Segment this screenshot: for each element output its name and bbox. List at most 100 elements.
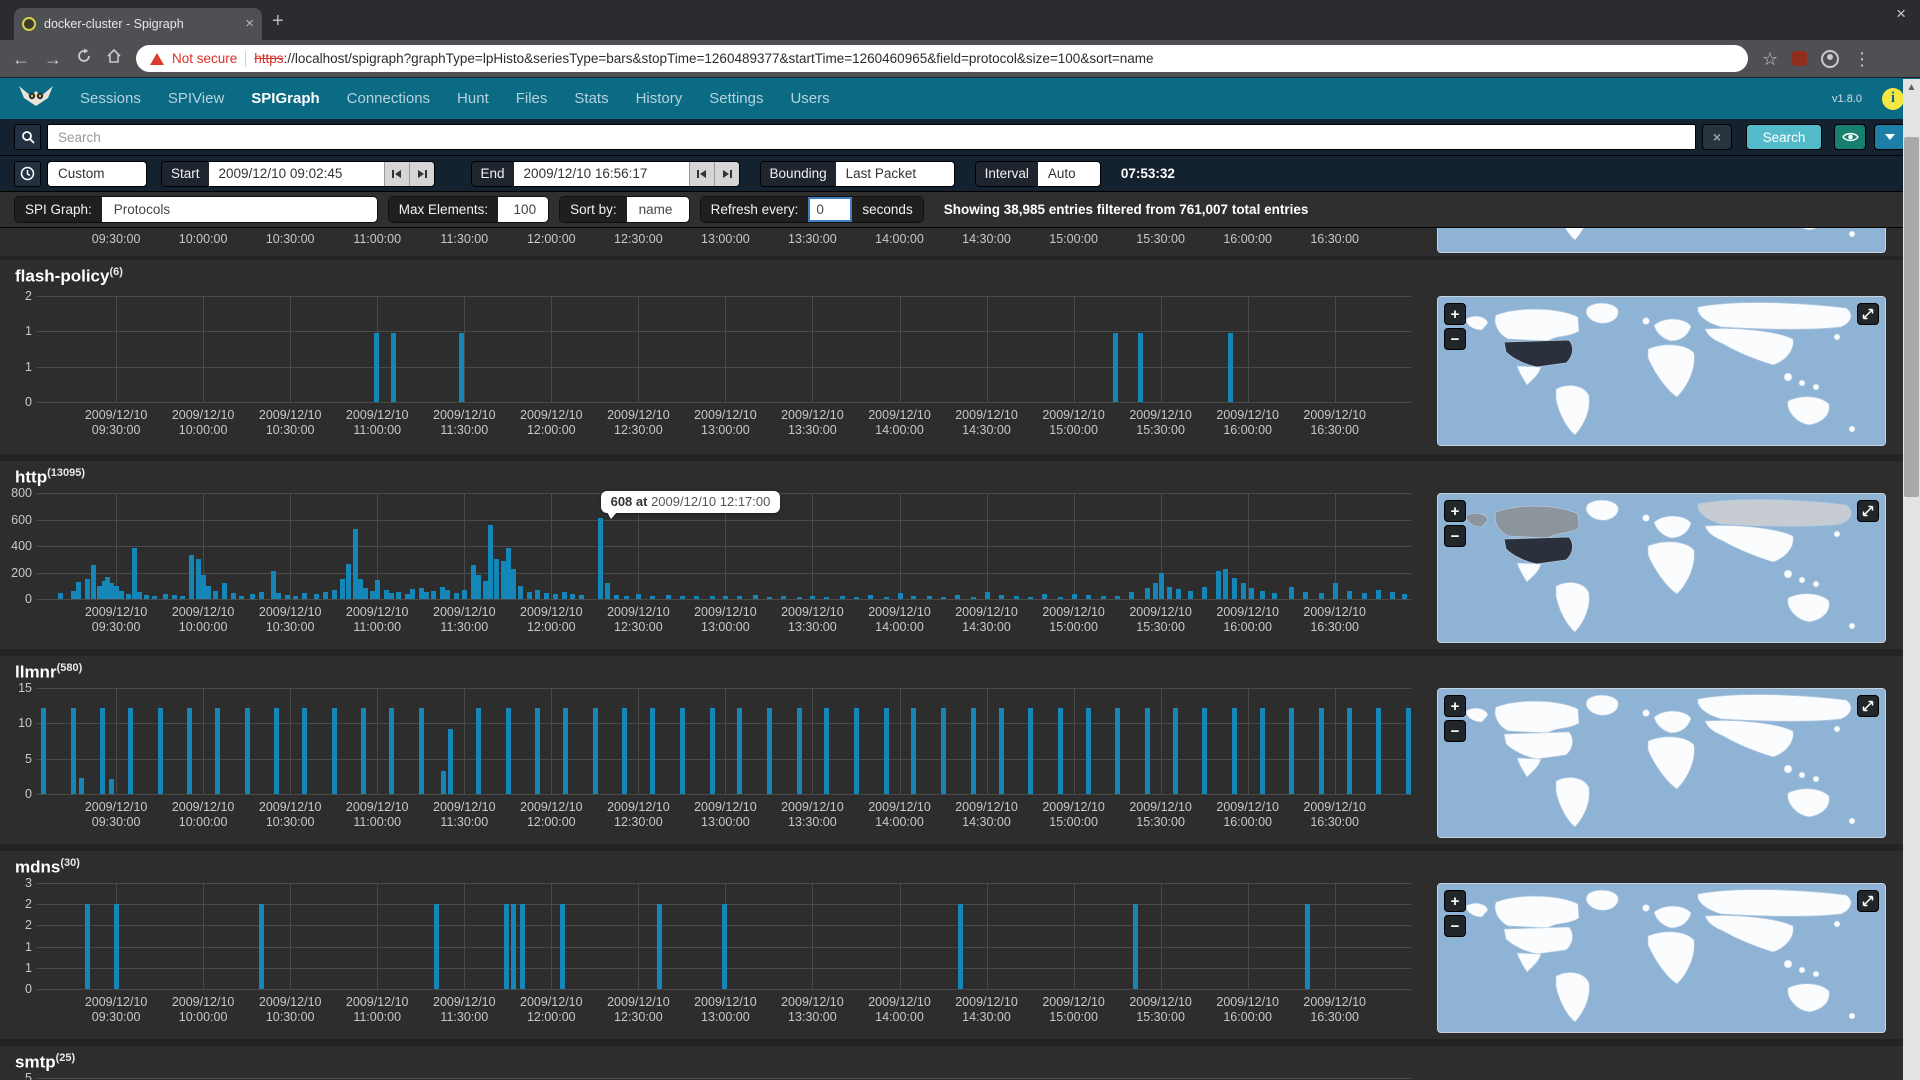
- bookmark-star-icon[interactable]: ☆: [1762, 50, 1778, 68]
- bar[interactable]: [824, 597, 829, 599]
- bar[interactable]: [389, 708, 394, 794]
- bar[interactable]: [239, 596, 244, 599]
- extension-icon[interactable]: [1792, 51, 1807, 66]
- map-zoom-in-button[interactable]: +: [1444, 500, 1466, 522]
- bar[interactable]: [1202, 587, 1207, 599]
- info-icon[interactable]: i: [1882, 88, 1904, 110]
- bar[interactable]: [231, 593, 236, 599]
- bar[interactable]: [824, 708, 829, 794]
- profile-avatar-icon[interactable]: [1821, 50, 1839, 68]
- map-zoom-out-button[interactable]: −: [1444, 915, 1466, 937]
- bar[interactable]: [476, 708, 481, 794]
- bar[interactable]: [1390, 592, 1395, 599]
- bar[interactable]: [614, 595, 619, 599]
- bar[interactable]: [797, 597, 802, 599]
- bar[interactable]: [250, 594, 255, 599]
- map-panel[interactable]: + −: [1437, 296, 1886, 446]
- bar[interactable]: [109, 779, 114, 795]
- nav-item-connections[interactable]: Connections: [347, 90, 430, 107]
- bar[interactable]: [114, 904, 119, 989]
- chart-plot-mdns[interactable]: [37, 883, 1411, 989]
- map-expand-button[interactable]: [1857, 890, 1879, 912]
- bar[interactable]: [58, 593, 63, 599]
- bar[interactable]: [767, 708, 772, 794]
- bar[interactable]: [544, 593, 549, 599]
- bar[interactable]: [85, 579, 90, 599]
- page-scrollbar[interactable]: ▲: [1903, 79, 1920, 1080]
- bar[interactable]: [650, 596, 655, 599]
- bar[interactable]: [163, 594, 168, 599]
- bar[interactable]: [431, 591, 436, 599]
- bar[interactable]: [605, 583, 610, 599]
- refresh-input[interactable]: 0: [808, 197, 852, 222]
- bar[interactable]: [76, 582, 81, 599]
- bar[interactable]: [1072, 594, 1077, 599]
- bar[interactable]: [680, 708, 685, 794]
- end-step-forward-button[interactable]: [714, 162, 739, 186]
- chart-plot-flash-policy[interactable]: [37, 296, 1411, 402]
- bounding-group[interactable]: Bounding Last Packet: [760, 161, 955, 187]
- bar[interactable]: [680, 596, 685, 599]
- bar[interactable]: [527, 592, 532, 599]
- bar[interactable]: [137, 592, 142, 599]
- bar[interactable]: [722, 904, 727, 989]
- bar[interactable]: [1228, 333, 1233, 402]
- bar[interactable]: [1232, 708, 1237, 794]
- bar[interactable]: [1115, 596, 1120, 599]
- bar[interactable]: [1014, 596, 1019, 599]
- end-step-back-button[interactable]: [689, 162, 714, 186]
- bar[interactable]: [158, 708, 163, 794]
- bar[interactable]: [274, 708, 279, 794]
- bar[interactable]: [971, 597, 976, 599]
- bar[interactable]: [71, 708, 76, 794]
- bar[interactable]: [1101, 596, 1106, 599]
- bar[interactable]: [1347, 591, 1352, 599]
- bar[interactable]: [410, 589, 415, 599]
- bar[interactable]: [911, 708, 916, 794]
- bar[interactable]: [622, 708, 627, 794]
- bar[interactable]: [441, 771, 446, 794]
- bar[interactable]: [898, 593, 903, 599]
- nav-item-settings[interactable]: Settings: [709, 90, 763, 107]
- nav-item-history[interactable]: History: [636, 90, 683, 107]
- bar[interactable]: [797, 708, 802, 794]
- bar[interactable]: [454, 593, 459, 599]
- bar[interactable]: [434, 904, 439, 989]
- bar[interactable]: [884, 708, 889, 794]
- bar[interactable]: [1113, 333, 1118, 402]
- chart-plot-llmnr[interactable]: [37, 688, 1411, 794]
- spi-graph-select-group[interactable]: SPI Graph: Protocols: [14, 196, 378, 223]
- bar[interactable]: [767, 597, 772, 599]
- bar[interactable]: [91, 565, 96, 600]
- bar[interactable]: [753, 595, 758, 599]
- bar[interactable]: [666, 595, 671, 599]
- bar[interactable]: [152, 596, 157, 599]
- bar[interactable]: [189, 555, 194, 599]
- bar[interactable]: [553, 594, 558, 599]
- scrollbar-thumb[interactable]: [1904, 137, 1919, 497]
- new-tab-button[interactable]: +: [272, 12, 284, 30]
- max-elements-input[interactable]: 100: [498, 197, 548, 222]
- bar[interactable]: [1115, 708, 1120, 794]
- bar[interactable]: [941, 708, 946, 794]
- map-panel[interactable]: + −: [1437, 883, 1886, 1033]
- window-close-icon[interactable]: ×: [1896, 4, 1906, 24]
- bar[interactable]: [1173, 708, 1178, 794]
- search-button[interactable]: Search: [1746, 124, 1822, 150]
- bar[interactable]: [119, 591, 124, 599]
- bar[interactable]: [854, 597, 859, 599]
- nav-item-files[interactable]: Files: [516, 90, 548, 107]
- bar[interactable]: [462, 590, 467, 599]
- bar[interactable]: [504, 904, 509, 989]
- bar[interactable]: [941, 597, 946, 599]
- bar[interactable]: [1028, 708, 1033, 794]
- bar[interactable]: [1086, 708, 1091, 794]
- bar[interactable]: [985, 592, 990, 599]
- bar[interactable]: [1376, 708, 1381, 794]
- bar[interactable]: [598, 518, 603, 599]
- bar[interactable]: [511, 569, 516, 600]
- clear-search-button[interactable]: ×: [1702, 124, 1732, 150]
- bar[interactable]: [1406, 708, 1411, 794]
- bar[interactable]: [1319, 593, 1324, 599]
- bar[interactable]: [694, 596, 699, 599]
